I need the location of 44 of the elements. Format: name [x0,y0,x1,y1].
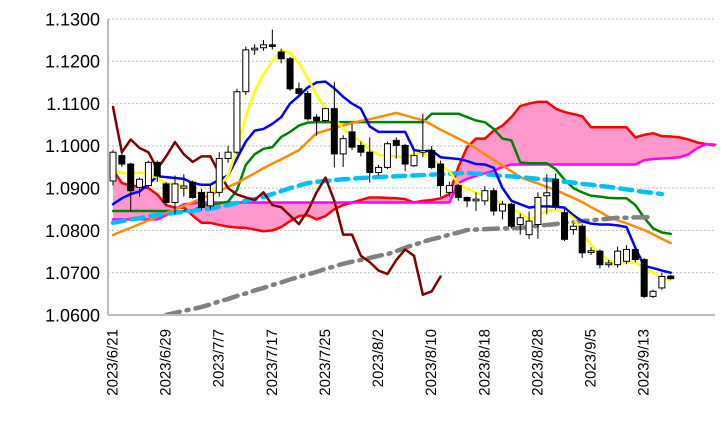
candlestick [499,200,506,220]
candlestick [171,174,178,215]
y-tick-label: 1.0600 [44,305,100,326]
candlestick [154,160,161,182]
candlestick [384,141,391,170]
candlestick [198,188,206,211]
x-tick-label: 2023/8/28 [529,329,546,396]
x-tick-label: 2023/8/18 [476,329,494,396]
y-tick-label: 1.0800 [44,220,100,241]
x-tick-label: 2023/7/25 [316,329,334,396]
x-tick-label: 2023/8/10 [423,329,440,396]
candlestick [322,107,329,124]
y-tick-label: 1.1000 [44,136,100,156]
candlestick [144,160,152,189]
x-tick-label: 2023/6/29 [158,329,175,396]
candlestick [295,82,302,98]
candlestick [162,181,170,206]
candlestick [446,181,453,198]
candlestick [260,40,267,52]
candlestick [136,177,144,198]
candlestick [437,160,444,198]
y-tick-label: 1.1100 [46,94,100,114]
y-tick-label: 1.0700 [44,263,100,284]
y-tick-label: 1.1200 [44,52,100,72]
x-tick-label: 2023/8/2 [370,329,388,388]
x-tick-label: 2023/9/5 [582,329,600,388]
candlestick [526,210,533,240]
candlestick [268,29,276,50]
x-tick-label: 2023/7/7 [210,329,228,388]
y-tick-label: 1.1300 [44,9,100,30]
candlestick [596,248,604,269]
candlestick [472,192,480,212]
y-tick-label: 1.0900 [44,178,100,199]
x-tick-label: 2023/6/21 [104,329,122,396]
candlestick [622,244,630,265]
candlestick [375,164,382,176]
line-series [112,80,672,274]
candlestick [224,145,232,164]
line-series [112,106,442,296]
candlestick [278,48,285,64]
candlestick [410,150,418,168]
x-tick-label: 2023/7/17 [264,329,281,396]
x-tick-label: 2023/9/13 [636,329,653,396]
candlestick [348,123,356,151]
